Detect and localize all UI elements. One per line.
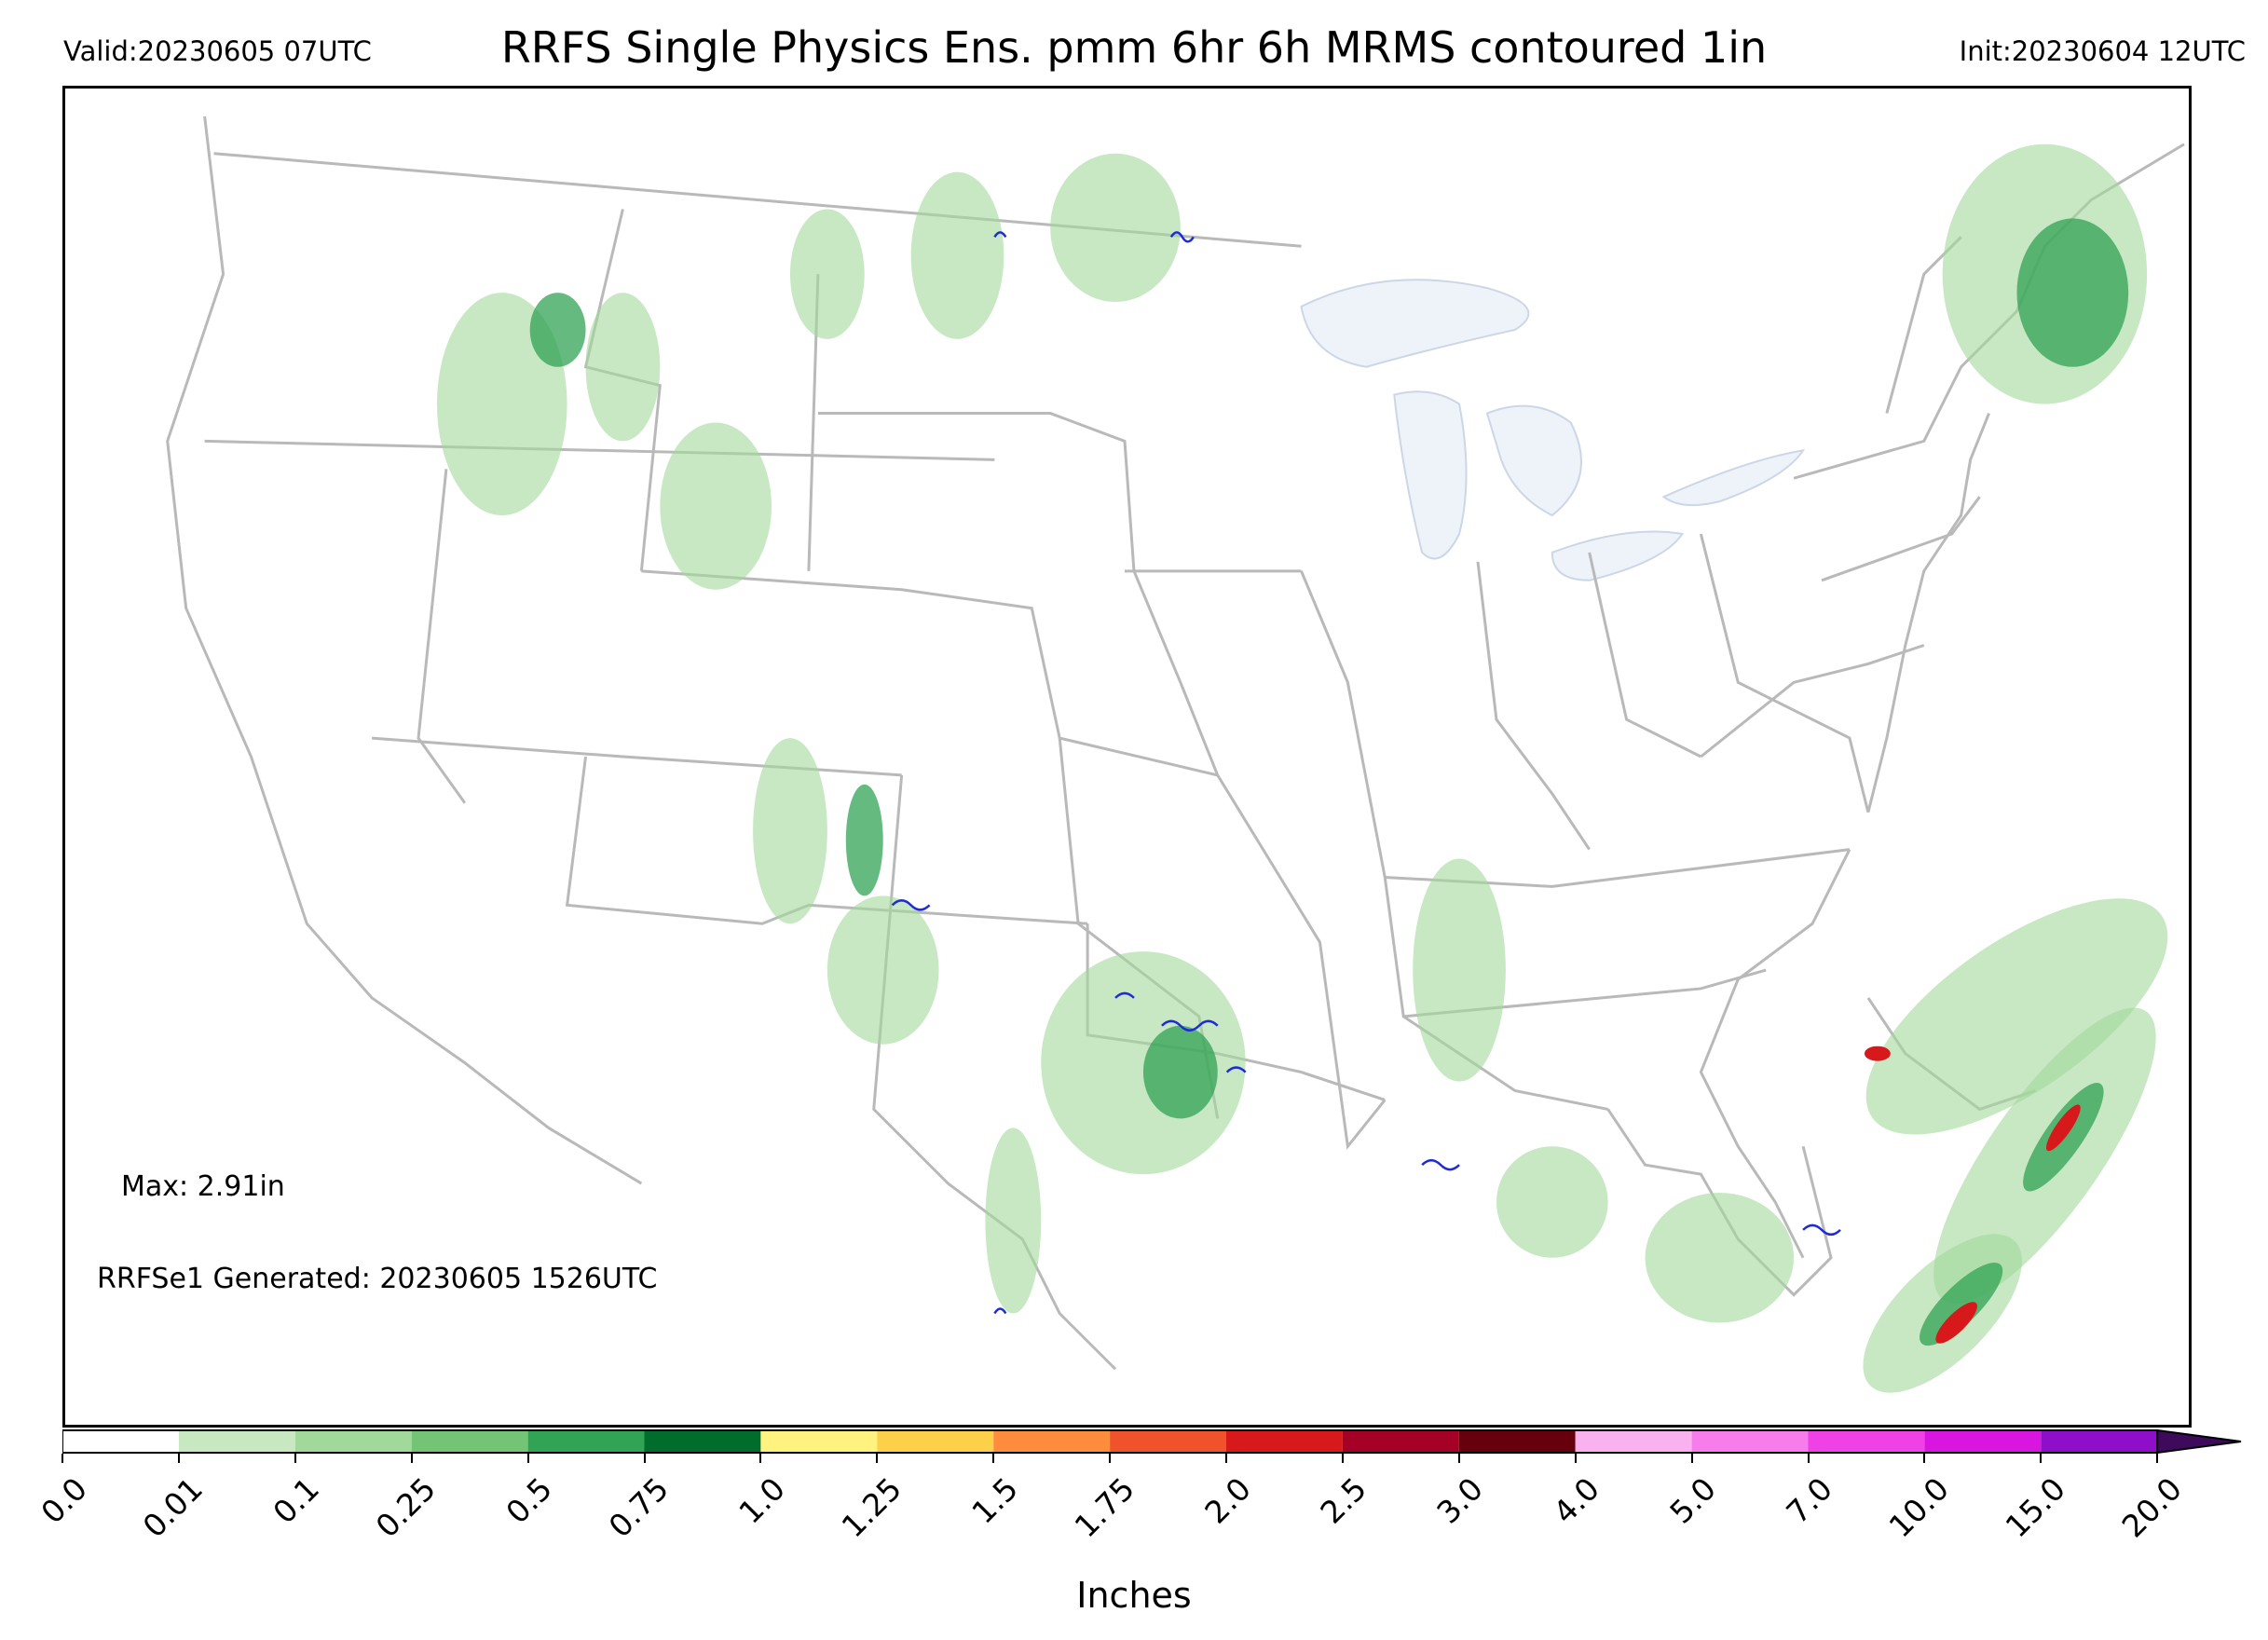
colorbar-bin: [1110, 1430, 1226, 1453]
colorbar-tick-label: 0.01: [135, 1470, 211, 1545]
colorbar-bin: [644, 1430, 761, 1453]
colorbar-bin: [993, 1430, 1111, 1453]
colorbar-tick-label: 1.75: [1067, 1470, 1141, 1545]
colorbar-tick: [294, 1454, 296, 1463]
colorbar-tick: [1341, 1454, 1344, 1463]
precip-field: [436, 144, 2168, 1393]
generated-label: RRFSe1 Generated: 20230605 1526UTC: [97, 1263, 658, 1295]
colorbar-tick: [1457, 1454, 1460, 1463]
colorbar-tick-label: 0.25: [368, 1470, 444, 1545]
colorbar-bin: [178, 1430, 295, 1453]
precip-map: [166, 116, 2185, 1393]
colorbar-tick-label: 15.0: [1998, 1470, 2072, 1545]
colorbar-title: Inches: [1076, 1575, 1192, 1616]
colorbar-tick: [2156, 1454, 2159, 1463]
colorbar-tick-label: 4.0: [1546, 1470, 1607, 1531]
colorbar-tick: [526, 1454, 529, 1463]
colorbar-tick: [759, 1454, 762, 1463]
colorbar-tick: [61, 1454, 63, 1463]
colorbar-bin: [527, 1430, 645, 1453]
valid-time-label: Valid:20230605 07UTC: [63, 35, 372, 67]
state-borders: [166, 116, 2185, 1371]
colorbar-bin: [1924, 1430, 2042, 1453]
colorbar-bin: [760, 1430, 878, 1453]
colorbar-tick-label: 2.5: [1313, 1470, 1374, 1531]
colorbar-bin: [1226, 1430, 1343, 1453]
colorbar-tick: [643, 1454, 646, 1463]
colorbar-tick: [1109, 1454, 1112, 1463]
colorbar-bin: [1575, 1430, 1692, 1453]
colorbar: [62, 1428, 2242, 1455]
colorbar-tick-label: 5.0: [1662, 1470, 1724, 1531]
colorbar-bin: [1691, 1430, 1809, 1453]
mrms-1in-contours: [891, 231, 1841, 1315]
colorbar-tick-label: 2.0: [1196, 1470, 1258, 1531]
colorbar-bin: [1808, 1430, 1925, 1453]
colorbar-tick: [992, 1454, 995, 1463]
colorbar-bin: [294, 1430, 412, 1453]
colorbar-bin: [62, 1430, 179, 1453]
colorbar-tick: [410, 1454, 413, 1463]
colorbar-tick-label: 10.0: [1881, 1470, 1956, 1545]
colorbar-tick: [177, 1454, 180, 1463]
colorbar-tick-label: 0.1: [266, 1470, 327, 1531]
colorbar-tick: [1690, 1454, 1693, 1463]
colorbar-bin: [2041, 1430, 2158, 1453]
map-panel: [62, 86, 2192, 1428]
colorbar-tick-label: 0.75: [601, 1470, 676, 1545]
colorbar-bin: [1342, 1430, 1459, 1453]
colorbar-tick-label: 7.0: [1779, 1470, 1840, 1531]
colorbar-tick: [1225, 1454, 1227, 1463]
colorbar-tick-label: 0.0: [33, 1470, 94, 1531]
colorbar-tick: [2040, 1454, 2043, 1463]
colorbar-tick-label: 1.0: [731, 1470, 792, 1531]
colorbar-bin: [411, 1430, 528, 1453]
init-time-label: Init:20230604 12UTC: [1959, 35, 2246, 67]
colorbar-tick: [876, 1454, 879, 1463]
great-lakes: [1300, 279, 1806, 581]
chart-title: RRFS Single Physics Ens. pmm 6hr 6h MRMS…: [500, 22, 1768, 73]
colorbar-tick-label: 1.25: [834, 1470, 909, 1545]
colorbar-tick-label: 20.0: [2114, 1470, 2189, 1545]
colorbar-tick: [1807, 1454, 1810, 1463]
colorbar-tick: [1923, 1454, 1926, 1463]
colorbar-tick-label: 3.0: [1429, 1470, 1491, 1531]
colorbar-bin: [877, 1430, 994, 1453]
colorbar-tick-label: 0.5: [499, 1470, 560, 1531]
colorbar-bin: [1458, 1430, 1576, 1453]
colorbar-tick-label: 1.5: [964, 1470, 1025, 1531]
colorbar-tick: [1574, 1454, 1577, 1463]
max-value-label: Max: 2.91in: [121, 1170, 285, 1203]
colorbar-extend-arrow: [2156, 1428, 2242, 1455]
